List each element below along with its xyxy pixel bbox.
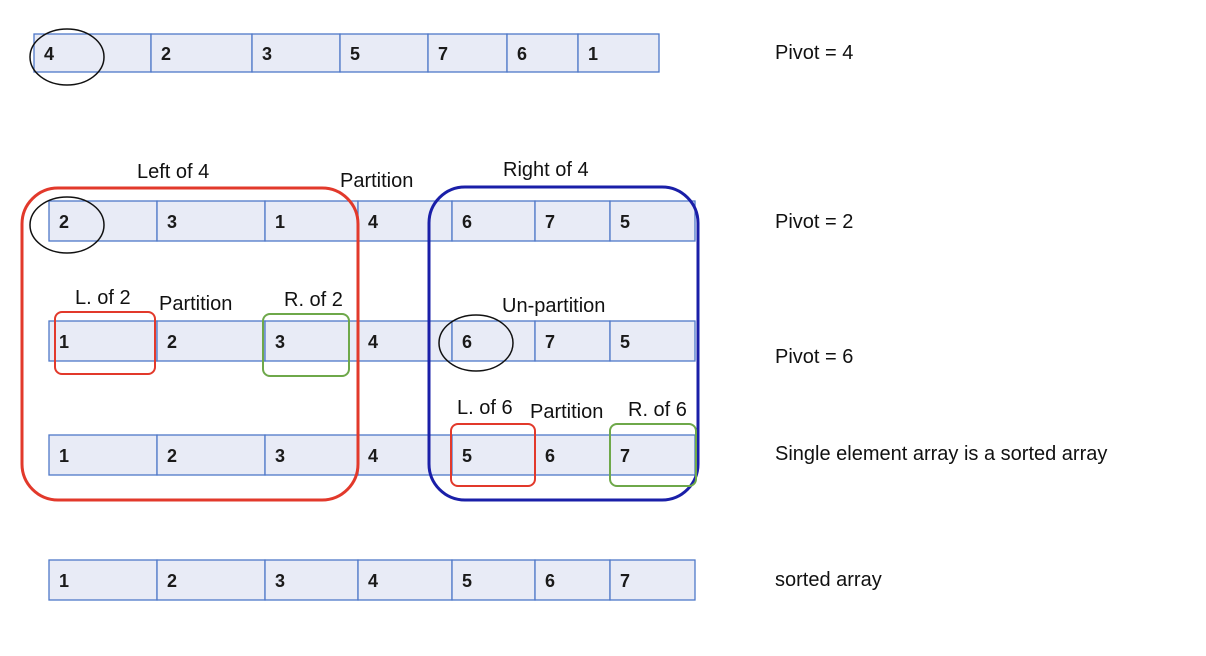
array-cell-value: 7 — [620, 571, 630, 591]
r-of-2-outline — [262, 313, 350, 377]
label-right-of-4: Right of 4 — [503, 159, 589, 181]
label-partition-6: Partition — [530, 401, 603, 423]
pivot-circle-2 — [29, 196, 105, 254]
right-of-4-outline — [427, 185, 700, 502]
array-cell-value: 4 — [368, 446, 378, 466]
array-cell — [264, 200, 359, 242]
label-r-of-2: R. of 2 — [284, 289, 343, 311]
array-cell-value: 4 — [44, 44, 54, 64]
array-cell-value: 3 — [275, 332, 285, 352]
note-pivot-2: Pivot = 2 — [775, 211, 853, 233]
array-cell-value: 1 — [275, 212, 285, 232]
array-cell — [451, 200, 536, 242]
array-cell — [609, 320, 696, 362]
array-cell-value: 6 — [545, 446, 555, 466]
array-cell-value: 2 — [167, 446, 177, 466]
array-cell — [48, 434, 158, 476]
array-cell — [577, 33, 660, 73]
array-cell-value: 2 — [59, 212, 69, 232]
array-cell — [534, 320, 611, 362]
row-partition-2-6: 1 2 3 4 6 7 5 — [48, 320, 696, 362]
array-cell — [156, 434, 266, 476]
array-cell — [48, 559, 158, 601]
array-cell — [48, 200, 158, 242]
note-pivot-4: Pivot = 4 — [775, 42, 853, 64]
array-cell-value: 6 — [462, 332, 472, 352]
note-single-element: Single element array is a sorted array — [775, 443, 1107, 465]
array-cell-value: 5 — [350, 44, 360, 64]
row-initial: 4 2 3 5 7 6 1 — [33, 33, 660, 73]
array-cell — [150, 33, 253, 73]
l-of-2-outline — [54, 311, 156, 375]
array-cell — [357, 434, 453, 476]
label-partition-top: Partition — [340, 170, 413, 192]
array-cell — [451, 320, 536, 362]
array-cell — [506, 33, 579, 73]
array-cell-value: 2 — [161, 44, 171, 64]
array-cell-value: 3 — [262, 44, 272, 64]
array-cell-value: 3 — [167, 212, 177, 232]
array-cell-value: 3 — [275, 446, 285, 466]
label-l-of-6: L. of 6 — [457, 397, 513, 419]
note-sorted-array: sorted array — [775, 569, 882, 591]
array-cell-value: 2 — [167, 571, 177, 591]
label-r-of-6: R. of 6 — [628, 399, 687, 421]
array-cell-value: 5 — [462, 571, 472, 591]
array-cell — [33, 33, 152, 73]
label-l-of-2: L. of 2 — [75, 287, 131, 309]
array-cell-value: 5 — [462, 446, 472, 466]
array-cell — [609, 434, 696, 476]
pivot-circle-6 — [438, 314, 514, 372]
array-cell-value: 7 — [438, 44, 448, 64]
array-cell-value: 7 — [545, 332, 555, 352]
array-cell-value: 4 — [368, 332, 378, 352]
row-partition-4: 2 3 1 4 6 7 5 — [48, 200, 696, 242]
array-cell-value: 1 — [588, 44, 598, 64]
array-cell-value: 4 — [368, 212, 378, 232]
label-left-of-4: Left of 4 — [137, 161, 209, 183]
array-rows: 4 2 3 5 7 6 1 2 3 1 4 6 7 5 1 2 3 4 6 7 5 1 2 3 4 5 6 7 1 2 3 4 5 6 7 — [33, 33, 696, 601]
array-cell — [264, 559, 359, 601]
array-cell — [251, 33, 341, 73]
left-of-4-outline — [20, 186, 360, 502]
array-cell-value: 6 — [545, 571, 555, 591]
array-cell-value: 1 — [59, 332, 69, 352]
array-cell-value: 7 — [620, 446, 630, 466]
array-cell-value: 2 — [167, 332, 177, 352]
array-cell-value: 1 — [59, 446, 69, 466]
note-pivot-6: Pivot = 6 — [775, 346, 853, 368]
label-partition-2: Partition — [159, 293, 232, 315]
array-cell-value: 7 — [545, 212, 555, 232]
array-cell — [156, 200, 266, 242]
row-partition-6: 1 2 3 4 5 6 7 — [48, 434, 696, 476]
l-of-6-outline — [450, 423, 536, 487]
array-cell-value: 4 — [368, 571, 378, 591]
array-cell-value: 6 — [462, 212, 472, 232]
array-cell — [609, 559, 696, 601]
array-cell — [427, 33, 508, 73]
label-un-partition: Un-partition — [502, 295, 605, 317]
row-sorted: 1 2 3 4 5 6 7 — [48, 559, 696, 601]
pivot-circle-4 — [29, 28, 105, 86]
array-cell-value: 1 — [59, 571, 69, 591]
r-of-6-outline — [609, 423, 697, 487]
array-cell — [534, 200, 611, 242]
array-cell-value: 5 — [620, 332, 630, 352]
array-cell — [156, 320, 266, 362]
array-cell — [534, 559, 611, 601]
array-cell-value: 3 — [275, 571, 285, 591]
array-cell-value: 6 — [517, 44, 527, 64]
array-cell-value: 5 — [620, 212, 630, 232]
array-cell — [609, 200, 696, 242]
array-cell — [264, 320, 359, 362]
